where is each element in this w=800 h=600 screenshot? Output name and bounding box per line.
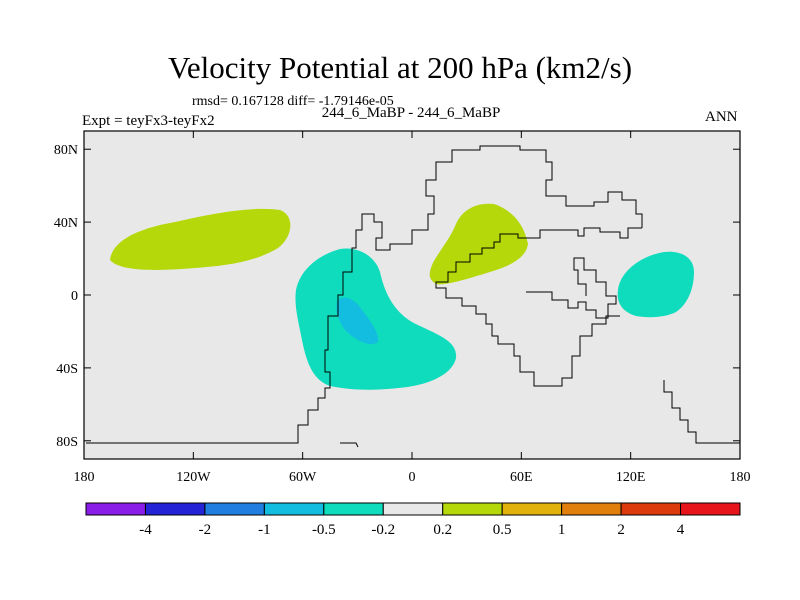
rmsd-diff-stats: rmsd= 0.167128 diff= -1.79146e-05 [192, 94, 394, 109]
y-tick-label: 40S [56, 362, 78, 377]
contour-maritime-continent-negative [617, 251, 694, 318]
colorbar-label: 1 [558, 522, 566, 538]
colorbar-label: -1 [258, 522, 271, 538]
y-tick-label: 80N [54, 143, 78, 158]
x-tick-label: 180 [74, 470, 95, 485]
coastline-eurasia-africa [435, 227, 642, 387]
coastline-africa [340, 442, 359, 448]
colorbar-label: -2 [199, 522, 212, 538]
coastline-india-seasia [526, 257, 617, 319]
contour-south-america-negative-core [336, 297, 379, 345]
experiment-label: Expt = teyFx3-teyFx2 [82, 113, 215, 129]
colorbar-swatch [442, 502, 503, 516]
y-axis: 80N 40N 0 40S 80S [54, 143, 740, 450]
colorbar-label: 0.5 [493, 522, 512, 538]
contour-africa-middle-east-positive [429, 203, 528, 285]
colorbar-label: -4 [139, 522, 152, 538]
colorbar-label: 4 [677, 522, 685, 538]
case-subtitle: 244_6_MaBP - 244_6_MaBP [321, 105, 501, 121]
x-tick-label: 120E [616, 470, 646, 485]
x-axis: 180 120W 60W 0 60E 120E 180 [74, 131, 751, 485]
colorbar-label: 0.2 [433, 522, 452, 538]
x-tick-label: 60W [289, 470, 317, 485]
colorbar-swatch [263, 502, 325, 516]
x-tick-label: 0 [409, 470, 416, 485]
colorbar-label: -0.2 [371, 522, 395, 538]
x-tick-label: 180 [730, 470, 751, 485]
colorbar-swatch [561, 502, 622, 516]
colorbar-swatch [144, 502, 206, 516]
colorbar-swatch [204, 502, 265, 516]
season-label: ANN [705, 109, 738, 125]
colorbar-swatch [382, 502, 444, 516]
y-tick-label: 0 [71, 289, 78, 304]
colorbar-swatch [620, 502, 682, 516]
x-tick-label: 120W [176, 470, 211, 485]
colorbar: -4 -2 -1 -0.5 -0.2 0.2 0.5 1 2 4 [85, 502, 741, 538]
x-tick-label: 60E [510, 470, 533, 485]
colorbar-label: -0.5 [312, 522, 336, 538]
colorbar-swatch [501, 502, 563, 516]
y-tick-label: 40N [54, 216, 78, 231]
chart-title: Velocity Potential at 200 hPa (km2/s) [167, 50, 633, 85]
contour-south-america-negative [295, 248, 457, 390]
y-tick-label: 80S [56, 435, 78, 450]
coastline-south-america [86, 145, 643, 444]
colorbar-swatch [680, 502, 741, 516]
colorbar-label: 2 [617, 522, 625, 538]
colorbar-swatch [85, 502, 146, 516]
colorbar-swatch [323, 502, 384, 516]
coastline-australia [663, 380, 740, 444]
contour-north-pacific-positive [110, 208, 291, 270]
